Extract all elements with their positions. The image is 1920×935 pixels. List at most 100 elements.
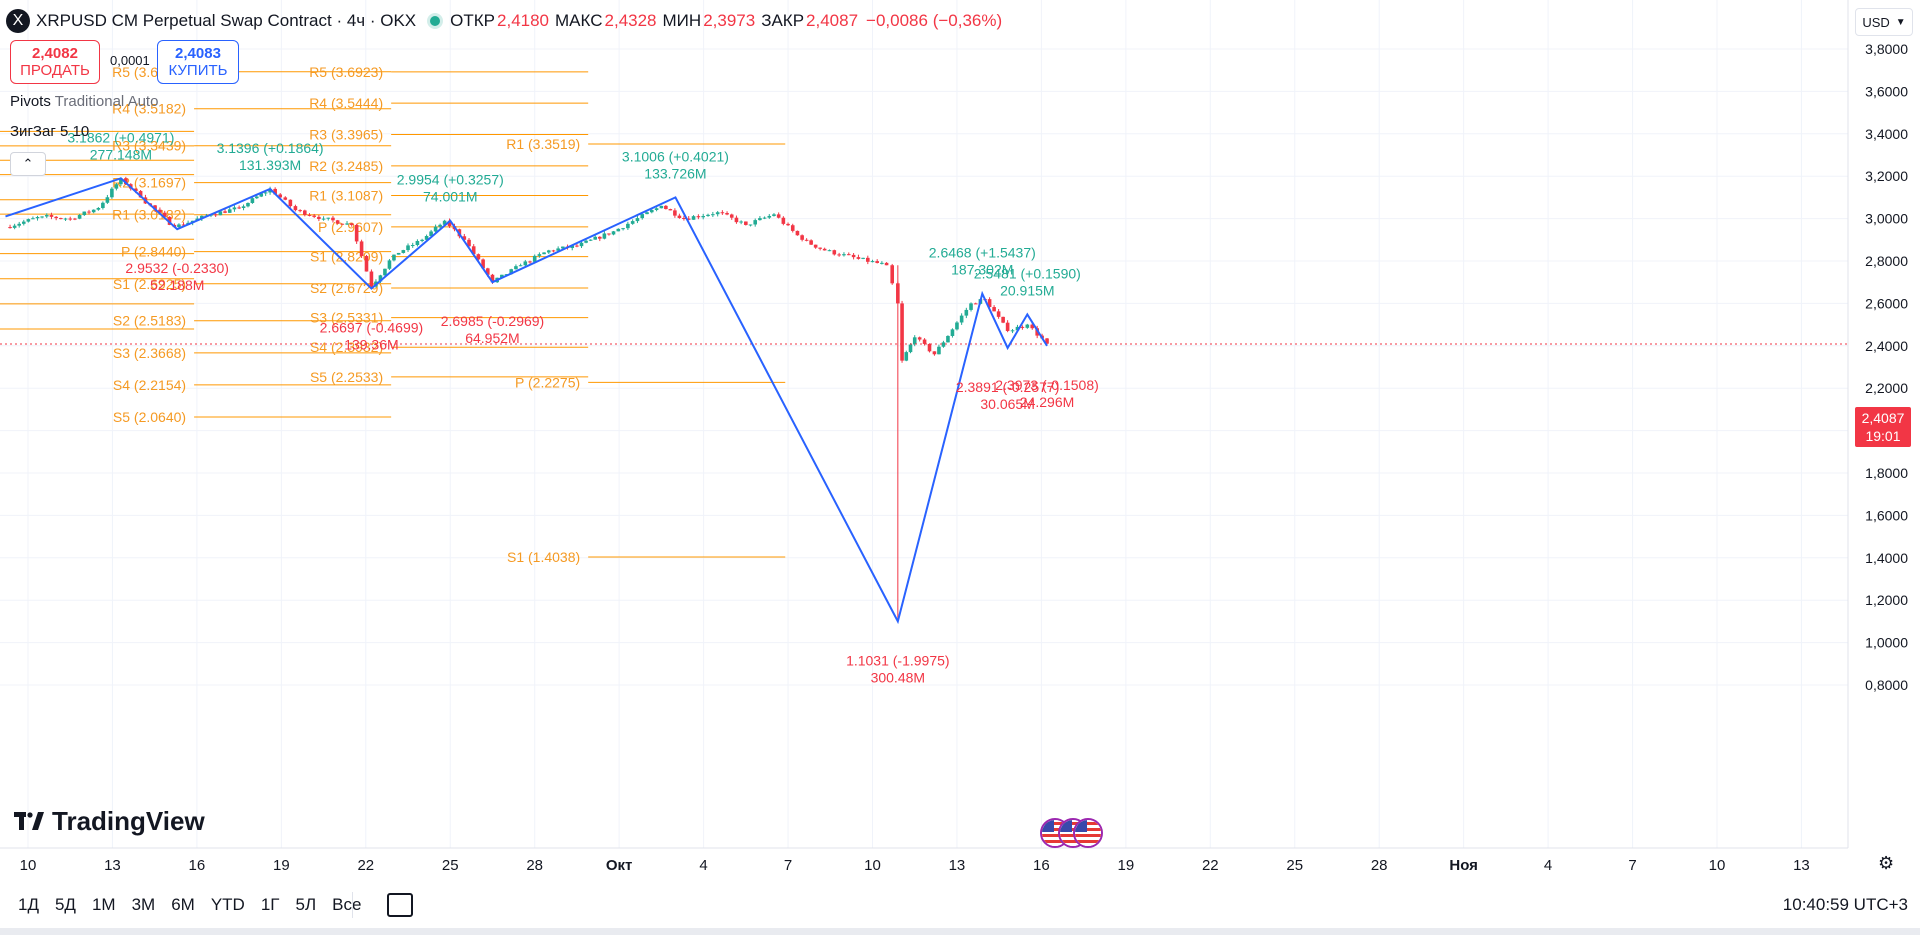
candle-body: [392, 254, 396, 261]
candle-body: [542, 252, 546, 255]
candle-body: [654, 208, 659, 211]
candle-body: [597, 236, 602, 239]
zigzag-labels: 3.1862 (+0.4971)277.148M 3.1396 (+0.1864)…: [67, 129, 1098, 685]
candle-body: [677, 215, 682, 218]
calendar-range-icon[interactable]: [387, 893, 414, 917]
candle-body: [1020, 326, 1025, 328]
sell-button[interactable]: 2,4082 ПРОДАТЬ: [10, 40, 100, 84]
currency-select[interactable]: USD ▼: [1855, 8, 1913, 36]
candle-body: [748, 224, 753, 226]
candle-body: [800, 235, 804, 240]
time-tick-label: 19: [1118, 857, 1135, 874]
pivot-label: R2 (3.1697): [112, 175, 186, 191]
candle-body: [561, 246, 565, 249]
period-5d[interactable]: 5Д: [54, 895, 76, 914]
candle-body: [138, 191, 143, 198]
pivot-label: S2 (2.5183): [113, 313, 186, 329]
pivot-levels: R5 (3.8422)R4 (3.6782)R3 (3.5142)R2 (3.3…: [0, 64, 786, 565]
candle-body: [946, 335, 950, 343]
candle-body: [35, 217, 40, 219]
pivot-label: R1 (3.0182): [112, 207, 186, 223]
candle-body: [514, 266, 518, 270]
period-1d[interactable]: 1Д: [18, 895, 39, 914]
zigzag-label-value: 3.1862 (+0.4971): [67, 129, 174, 145]
candle-body: [162, 212, 167, 217]
time-tick-label: 25: [1286, 857, 1303, 874]
us-flag-event-icon[interactable]: [1073, 818, 1103, 848]
symbol-header[interactable]: X XRPUSD CM Perpetual Swap Contract · 4ч…: [6, 8, 1002, 34]
zigzag-label-volume: 74.001M: [423, 189, 477, 205]
candle-body: [650, 210, 654, 213]
period-1m[interactable]: 1М: [91, 895, 116, 914]
period-5y[interactable]: 5Л: [295, 895, 317, 914]
pivot-label: R4 (3.5444): [309, 95, 383, 111]
candle-body: [673, 210, 677, 216]
pivot-label: P (2.9607): [318, 219, 383, 235]
chevron-up-icon: ⌃: [22, 156, 34, 171]
candle-body: [927, 343, 932, 352]
buy-button[interactable]: 2,4083 КУПИТЬ: [157, 40, 239, 84]
zigzag-label-value: 2.6697 (-0.4699): [320, 320, 424, 336]
tradingview-logo[interactable]: TradingView: [14, 806, 205, 837]
candle-body: [668, 209, 673, 211]
candle-body: [937, 346, 941, 355]
indicator-zigzag[interactable]: ЗигЗаг 5 10: [10, 123, 89, 140]
price-tick-label: 2,2000: [1865, 380, 1908, 396]
candle-body: [846, 254, 851, 256]
candle-body: [584, 240, 588, 243]
candle-body: [822, 248, 827, 251]
pivot-label: R3 (3.3965): [309, 127, 383, 143]
pivot-label: P (2.8440): [121, 244, 186, 260]
candle-body: [861, 257, 865, 259]
period-ytd[interactable]: YTD: [210, 895, 245, 914]
candle-body: [772, 214, 776, 216]
candle-body: [433, 226, 438, 232]
candle-body: [908, 344, 913, 353]
period-3m[interactable]: 3М: [131, 895, 156, 914]
symbol-title[interactable]: XRPUSD CM Perpetual Swap Contract · 4ч ·…: [36, 11, 417, 30]
candle-body: [82, 211, 87, 216]
spread-value: 0,0001: [110, 53, 150, 68]
candle-body: [354, 224, 359, 242]
candle-body: [321, 218, 326, 220]
candle-body: [340, 223, 345, 225]
candle-body: [1045, 338, 1049, 344]
low-value: 2,3973: [703, 11, 756, 30]
candle-body: [795, 230, 800, 236]
price-tick-label: 1,2000: [1865, 592, 1908, 608]
high-value: 2,4328: [604, 11, 657, 30]
candle-body: [364, 256, 369, 272]
period-all[interactable]: Все: [332, 895, 362, 914]
candle-body: [1005, 322, 1010, 331]
candle-body: [500, 274, 504, 278]
candle-body: [890, 265, 895, 284]
pivot-label: S3 (2.3668): [113, 345, 186, 361]
candle-body: [396, 252, 401, 255]
period-6m[interactable]: 6М: [171, 895, 195, 914]
pivot-label: S1 (2.8209): [310, 249, 383, 265]
candle-body: [904, 352, 909, 361]
candle-body: [588, 239, 593, 241]
collapse-indicators-button[interactable]: ⌃: [10, 152, 46, 176]
candle-body: [701, 216, 705, 218]
candle-body: [900, 303, 904, 361]
candle-body: [110, 188, 114, 198]
indicator-pivots[interactable]: Pivots Traditional Auto: [10, 93, 158, 110]
candle-body: [21, 221, 26, 224]
time-axis[interactable]: 10 13 16 19 22 25 28 Окт 4 7 10 13 16 19 22 25 28 Ноя 4 7 10…: [20, 857, 1810, 874]
price-axis[interactable]: 3,8000 3,6000 3,4000 3,2000 3,0000 2,8000 2,60…: [1865, 41, 1908, 693]
zigzag-label-value: 2.9954 (+0.3257): [397, 172, 504, 188]
candle-body: [866, 257, 870, 262]
candle-body: [263, 192, 268, 194]
gear-icon[interactable]: ⚙: [1878, 853, 1895, 873]
candle-body: [523, 261, 528, 266]
clock[interactable]: 10:40:59 UTC+3: [1782, 895, 1908, 914]
candle-body: [278, 194, 283, 198]
candle-body: [607, 233, 611, 235]
time-tick-label: 13: [949, 857, 966, 874]
candle-body: [288, 199, 293, 207]
period-1y[interactable]: 1Г: [260, 895, 280, 914]
zigzag-label-value: 2.3891 (-0.2577): [956, 379, 1060, 395]
pivots-name: Pivots: [10, 93, 51, 110]
